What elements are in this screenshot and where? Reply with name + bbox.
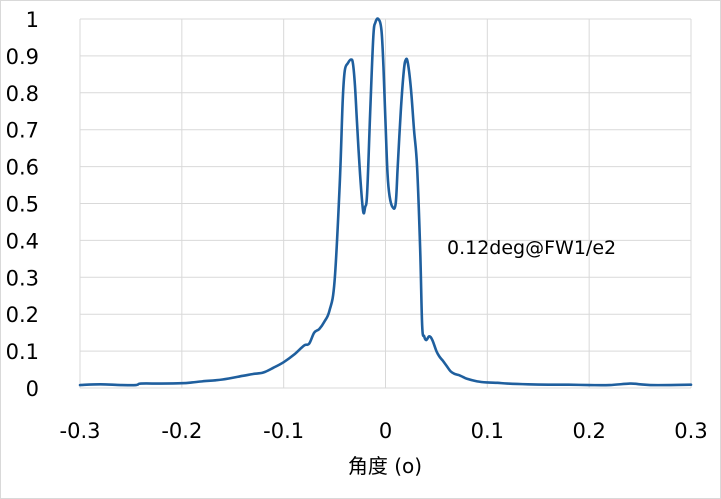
y-tick-label: 0.7 bbox=[6, 119, 39, 143]
y-tick-label: 0.2 bbox=[6, 303, 39, 327]
series-line bbox=[78, 17, 693, 387]
y-tick-label: 1 bbox=[26, 8, 39, 32]
x-tick-label: 0.1 bbox=[471, 419, 504, 443]
y-tick-label: 0 bbox=[26, 377, 39, 401]
x-tick-label: 0.3 bbox=[674, 419, 707, 443]
y-tick-label: 0.6 bbox=[6, 156, 39, 180]
y-tick-label: 0.3 bbox=[6, 266, 39, 290]
y-tick-label: 0.1 bbox=[6, 340, 39, 364]
y-tick-label: 0.9 bbox=[6, 45, 39, 69]
y-tick-label: 0.5 bbox=[6, 193, 39, 217]
x-tick-label: 0.2 bbox=[572, 419, 605, 443]
grid bbox=[79, 18, 692, 389]
x-axis-title: 角度 (o) bbox=[348, 454, 422, 478]
y-tick-label: 0.4 bbox=[6, 229, 39, 253]
x-tick-label: -0.3 bbox=[60, 419, 101, 443]
y-tick-label: 0.8 bbox=[6, 82, 39, 106]
x-tick-label: -0.2 bbox=[161, 419, 202, 443]
x-tick-label: 0 bbox=[379, 419, 392, 443]
series-layer bbox=[78, 17, 693, 387]
fwhm-annotation: 0.12deg@FW1/e2 bbox=[447, 237, 616, 259]
x-tick-label: -0.1 bbox=[263, 419, 304, 443]
axes: 0 0.1 0.2 0.3 0.4 0.5 0.6 0.7 0.8 0.9 1 -0.3 -0.2 -0.… bbox=[6, 8, 708, 443]
